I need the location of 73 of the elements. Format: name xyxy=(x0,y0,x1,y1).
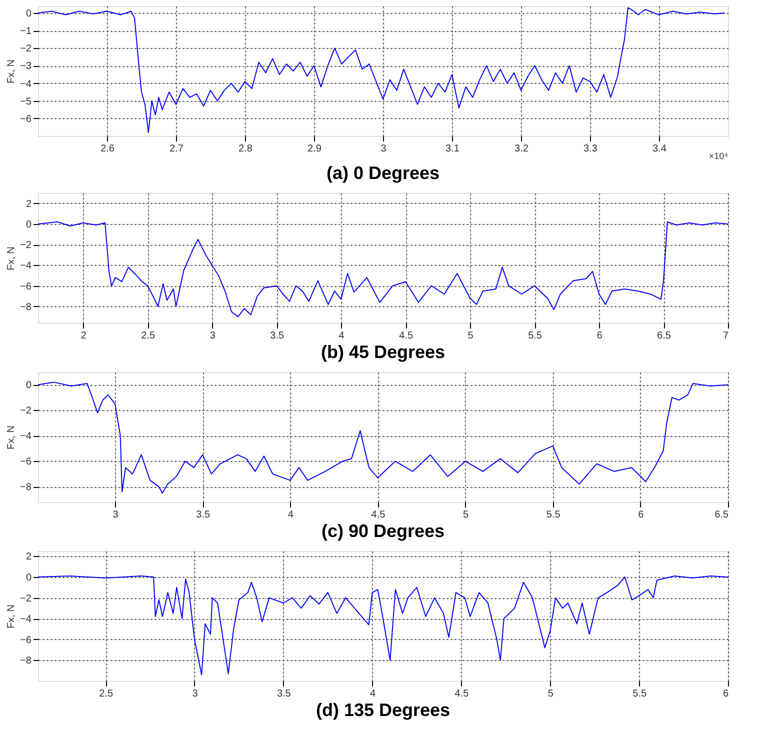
x-tick-label: 3.3 xyxy=(584,144,598,154)
x-tick-label: 3.5 xyxy=(196,510,211,520)
x-tick-label: 5.5 xyxy=(546,510,561,520)
text: (d) 135 Degrees xyxy=(316,700,450,720)
x-tick-label: 3.5 xyxy=(276,688,292,700)
y-tick-label: −8 xyxy=(20,656,32,667)
x-tick-label: 3.4 xyxy=(652,144,667,154)
y-tick-label: −6 xyxy=(20,634,32,646)
line-series xyxy=(38,221,728,318)
text: (c) 90 Degrees xyxy=(321,521,445,541)
y-tick-label: −6 xyxy=(20,281,32,292)
x-tick-label: 6 xyxy=(596,330,603,342)
text: (a) 0 Degrees xyxy=(326,163,440,183)
x-tick-label: 3 xyxy=(380,144,387,154)
y-tick-label: −2 xyxy=(20,406,32,417)
y-tick-label: −2 xyxy=(20,593,32,604)
y-axis-title: Fx, N xyxy=(6,246,18,270)
y-tick-label: −2 xyxy=(20,44,32,55)
x-tick-label: 6 xyxy=(638,510,644,520)
x-tick-label: 3.1 xyxy=(446,144,460,154)
x-tick-label: 3 xyxy=(210,330,216,342)
y-tick-label: 2 xyxy=(26,198,32,210)
x-tick-label: 2.8 xyxy=(238,144,253,154)
x-tick-label: 2.9 xyxy=(308,144,322,154)
x-tick-label: 3 xyxy=(192,688,198,700)
y-tick-label: −1 xyxy=(20,26,32,38)
y-tick-label: −4 xyxy=(20,431,32,442)
y-tick-label: −4 xyxy=(20,260,32,272)
x-tick-label: 4 xyxy=(370,688,376,700)
x-tick-label: 5 xyxy=(463,510,470,520)
y-tick-label: −6 xyxy=(20,114,32,125)
text: ×10⁴ xyxy=(708,151,728,161)
x-tick-label: 4.5 xyxy=(371,510,386,520)
y-axis-title: Fx, N xyxy=(6,60,18,84)
x-tick-label: 5 xyxy=(468,330,474,342)
x-tick-label: 2.7 xyxy=(170,144,184,154)
y-tick-label: −8 xyxy=(20,302,32,313)
y-tick-label: −8 xyxy=(20,482,32,494)
x-tick-label: 5.5 xyxy=(528,330,542,342)
y-tick-label: 0 xyxy=(26,572,32,584)
x-tick-label: 4.5 xyxy=(454,688,470,700)
y-tick-label: 0 xyxy=(26,219,32,230)
x-tick-label: 6.5 xyxy=(657,330,672,342)
y-tick-label: −5 xyxy=(20,96,32,108)
y-tick-label: −3 xyxy=(20,61,32,72)
y-axis-title: Fx, N xyxy=(6,426,18,450)
x-tick-label: 6.5 xyxy=(714,510,729,520)
y-tick-label: −2 xyxy=(20,240,32,252)
y-tick-label: −6 xyxy=(20,456,32,468)
y-tick-label: −4 xyxy=(20,614,32,626)
line-series xyxy=(38,575,728,676)
y-tick-label: −4 xyxy=(20,78,32,90)
x-tick-label: 2.6 xyxy=(100,144,115,154)
x-tick-label: 4.5 xyxy=(399,330,414,342)
x-tick-label: 2.5 xyxy=(141,330,156,342)
y-tick-label: 0 xyxy=(26,8,32,20)
y-tick-label: 0 xyxy=(26,380,32,392)
y-axis-title: Fx, N xyxy=(6,604,18,628)
x-tick-label: 7 xyxy=(722,330,729,342)
x-tick-label: 5 xyxy=(548,688,554,700)
x-tick-label: 2.5 xyxy=(99,688,114,700)
x-tick-label: 2 xyxy=(80,330,87,342)
x-tick-label: 4 xyxy=(338,330,345,342)
x-tick-label: 3.5 xyxy=(270,330,284,342)
text: (b) 45 Degrees xyxy=(320,342,446,362)
x-tick-label: 3.2 xyxy=(514,144,529,154)
y-tick-label: 2 xyxy=(26,552,32,563)
x-tick-label: 3 xyxy=(112,510,119,520)
line-series xyxy=(38,382,728,494)
x-tick-label: 5.5 xyxy=(632,688,647,700)
x-tick-label: 6 xyxy=(722,688,729,700)
x-tick-label: 4 xyxy=(288,510,294,520)
line-series xyxy=(38,7,726,133)
